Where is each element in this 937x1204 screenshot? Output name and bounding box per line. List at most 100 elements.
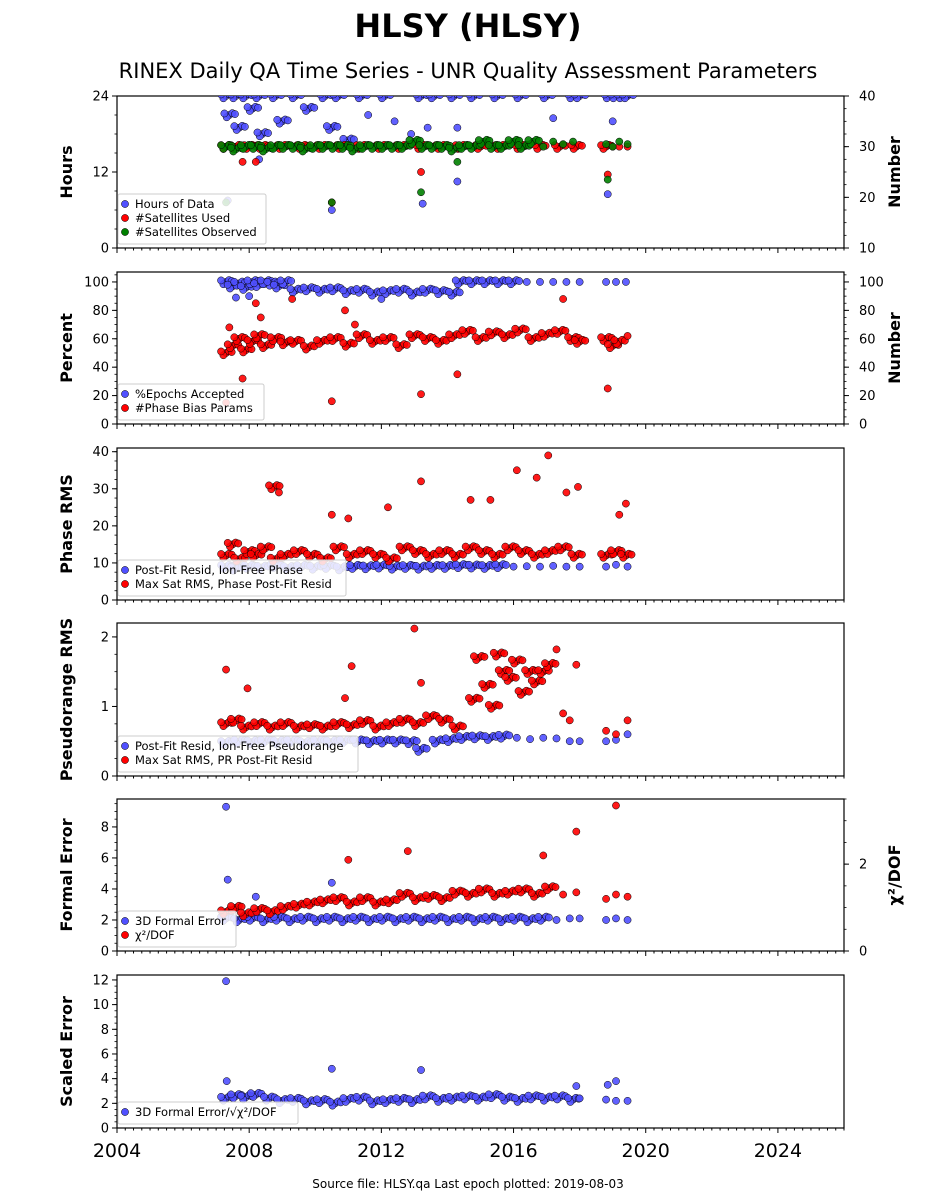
data-point-2 [303, 720, 311, 729]
data-point-2 [578, 550, 586, 559]
data-point-2 [544, 451, 553, 460]
data-point-3 [603, 175, 612, 184]
data-point-3 [327, 198, 336, 207]
data-point-2 [237, 344, 245, 353]
y-tick-label: 2 [101, 630, 109, 645]
data-point-1 [494, 914, 503, 923]
data-point-2 [275, 482, 284, 490]
y2-tick-label: 20 [859, 191, 876, 206]
data-point-2 [238, 374, 247, 383]
data-point-2 [552, 645, 561, 654]
data-point-1 [602, 1095, 610, 1104]
data-point-1 [515, 277, 524, 285]
data-point-2 [344, 855, 353, 864]
data-point-1 [468, 914, 477, 923]
y2-tick-label: 40 [859, 90, 876, 105]
data-point-2 [538, 677, 547, 686]
data-point-1 [575, 1094, 584, 1103]
data-point-1 [286, 1094, 295, 1102]
data-point-1 [548, 96, 556, 99]
data-point-1 [526, 735, 534, 743]
data-point-2 [448, 887, 457, 895]
legend-label: Hours of Data [135, 197, 215, 211]
data-point-1 [465, 276, 473, 285]
data-point-2 [484, 701, 493, 709]
data-point-1 [237, 1091, 245, 1100]
panel-3: 0 10 20 30 40 Phase RMS Post-Fit Resid, Ion-Fr… [57, 445, 845, 609]
data-point-3 [524, 136, 533, 144]
data-point-1 [322, 913, 331, 921]
data-point-2 [240, 546, 249, 555]
data-point-1 [375, 913, 384, 921]
data-point-1 [286, 285, 295, 293]
data-point-1 [270, 280, 278, 289]
data-point-1 [491, 560, 500, 569]
data-point-2 [276, 550, 285, 558]
data-point-2 [382, 895, 391, 904]
data-point-2 [527, 889, 536, 897]
data-point-2 [251, 299, 260, 308]
x-tick-label: 2012 [357, 1140, 405, 1162]
data-point-1 [455, 96, 464, 99]
data-point-2 [422, 891, 430, 900]
y-tick-label: 10 [92, 556, 109, 571]
data-point-1 [475, 96, 484, 99]
data-point-1 [263, 277, 272, 286]
data-point-1 [445, 96, 453, 99]
data-point-2 [459, 550, 467, 559]
data-point-1 [322, 122, 331, 130]
data-point-1 [283, 914, 292, 923]
data-point-1 [508, 913, 516, 921]
data-point-2 [537, 329, 546, 337]
data-point-1 [504, 276, 513, 285]
data-point-2 [356, 546, 364, 555]
data-point-1 [363, 96, 371, 99]
data-point-1 [536, 278, 544, 286]
data-point-1 [339, 1094, 348, 1102]
data-point-1 [250, 279, 258, 288]
data-point-2 [369, 897, 377, 906]
y-tick-label: 8 [101, 1023, 109, 1038]
legend-marker [121, 200, 129, 208]
data-point-1 [412, 737, 421, 745]
y-tick-label: 30 [92, 482, 109, 497]
data-point-2 [316, 895, 325, 904]
data-point-1 [455, 732, 463, 741]
data-point-2 [395, 714, 404, 723]
points-group [217, 801, 632, 927]
data-point-2 [382, 718, 391, 727]
data-point-1 [484, 1090, 493, 1099]
legend-box [117, 383, 265, 421]
y2-axis-label: Number [885, 136, 904, 208]
data-point-2 [469, 326, 477, 335]
data-point-1 [313, 1095, 321, 1104]
data-point-1 [402, 736, 410, 745]
data-point-1 [353, 96, 361, 99]
data-point-2 [250, 330, 258, 339]
data-point-3 [306, 141, 315, 149]
y2-tick-label: 0 [859, 418, 867, 433]
data-point-1 [418, 199, 427, 208]
data-point-1 [405, 287, 414, 296]
data-point-2 [403, 847, 412, 855]
data-point-1 [398, 561, 407, 569]
data-point-2 [486, 496, 495, 504]
data-point-3 [276, 141, 285, 149]
data-point-2 [234, 539, 243, 548]
data-point-2 [574, 483, 582, 491]
data-point-3 [608, 142, 617, 151]
data-point-1 [326, 283, 334, 292]
data-point-2 [369, 550, 377, 558]
data-point-2 [289, 546, 298, 555]
data-point-2 [480, 653, 489, 661]
y-axis-label: Formal Error [57, 818, 76, 931]
data-point-2 [448, 550, 457, 558]
data-point-2 [223, 539, 232, 547]
data-point-2 [266, 333, 275, 342]
data-point-1 [612, 1077, 620, 1085]
data-point-2 [554, 542, 563, 551]
y-tick-label: 10 [92, 998, 109, 1013]
